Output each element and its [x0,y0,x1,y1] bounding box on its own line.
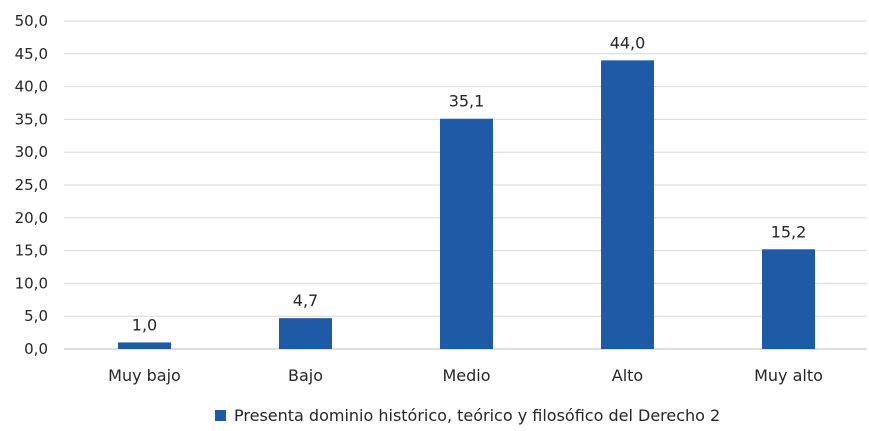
bar [118,342,171,349]
data-labels: 1,0 4,7 35,1 44,0 15,2 [132,33,807,334]
y-tick-label: 35,0 [15,110,48,128]
bars [118,60,815,350]
x-axis-category-labels: Muy bajo Bajo Medio Alto Muy alto [108,366,823,385]
y-tick-label: 10,0 [15,274,48,292]
data-label: 1,0 [132,315,157,334]
bar [279,318,332,349]
y-tick-label: 0,0 [24,340,48,358]
data-label: 15,2 [771,222,807,241]
y-tick-label: 45,0 [15,45,48,63]
bar [440,118,493,349]
x-category-label: Alto [612,366,643,385]
y-tick-label: 50,0 [15,12,48,30]
y-tick-label: 5,0 [24,307,48,325]
x-category-label: Medio [442,366,490,385]
bar [762,249,815,349]
y-tick-label: 20,0 [15,209,48,227]
x-category-label: Bajo [288,366,323,385]
y-tick-label: 30,0 [15,143,48,161]
y-tick-label: 25,0 [15,176,48,194]
x-category-label: Muy alto [754,366,823,385]
bar [601,60,654,350]
legend-swatch [215,410,226,421]
x-category-label: Muy bajo [108,366,181,385]
y-axis-tick-labels: 0,0 5,0 10,0 15,0 20,0 25,0 30,0 35,0 40,0 45,0 50… [15,12,48,358]
y-tick-label: 15,0 [15,242,48,260]
data-label: 4,7 [293,291,318,310]
y-tick-label: 40,0 [15,78,48,96]
data-label: 44,0 [610,33,646,52]
legend-label: Presenta dominio histórico, teórico y fi… [234,406,720,425]
data-label: 35,1 [449,92,485,111]
legend: Presenta dominio histórico, teórico y fi… [215,406,720,425]
